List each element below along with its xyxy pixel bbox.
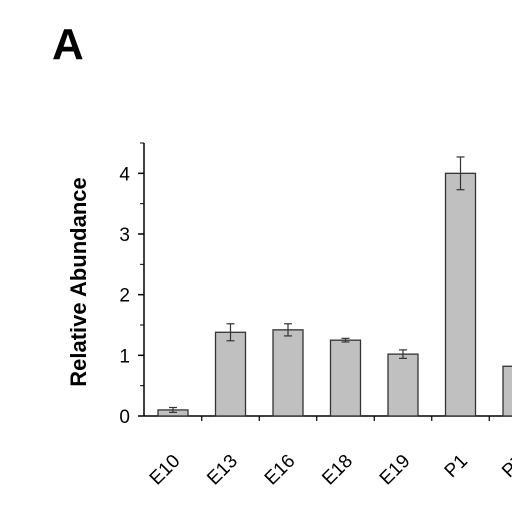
- y-tick-label: 2: [119, 286, 130, 307]
- category-label-e10: E10: [146, 451, 185, 490]
- y-axis-label: Relative Abundance: [66, 177, 91, 386]
- bar-e18: [329, 339, 362, 417]
- panel-label: A: [52, 20, 84, 69]
- category-label-e18: E18: [318, 451, 357, 490]
- bar-e16: [272, 329, 304, 417]
- bar-p7: [502, 365, 512, 417]
- category-label-e16: E16: [261, 451, 300, 490]
- category-label-e19: E19: [376, 451, 415, 490]
- category-label-p1: P1: [441, 451, 472, 482]
- bar-e19: [387, 353, 419, 417]
- bar-e13: [214, 331, 247, 417]
- x-axis: [144, 415, 512, 421]
- error-bars: [169, 156, 465, 413]
- category-label-e13: E13: [203, 451, 242, 490]
- y-tick-label: 1: [119, 346, 130, 367]
- y-tick-label: 3: [119, 225, 130, 246]
- y-tick-label: 0: [119, 407, 130, 428]
- bars: [157, 172, 512, 417]
- category-label-p7: P7: [498, 451, 512, 482]
- category-labels: E10 E13 E16 E18 E19 P1 P7: [146, 451, 512, 490]
- bar-p1: [444, 172, 477, 417]
- y-tick-label: 4: [119, 164, 130, 185]
- y-axis: 0 1 2 3 4: [119, 142, 145, 428]
